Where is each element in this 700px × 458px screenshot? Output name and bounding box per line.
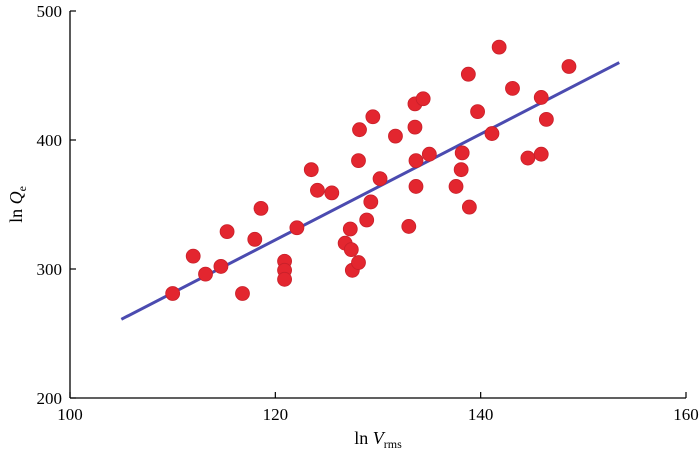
- data-point: [235, 286, 250, 301]
- data-point: [247, 231, 263, 247]
- data-point: [401, 219, 417, 234]
- data-point: [448, 179, 464, 194]
- data-point: [277, 271, 292, 287]
- data-point: [213, 259, 229, 274]
- data-point: [421, 146, 437, 162]
- data-point: [388, 128, 403, 144]
- data-point: [352, 122, 367, 138]
- data-point: [533, 146, 549, 162]
- data-point: [491, 39, 507, 55]
- data-point: [561, 59, 577, 74]
- x-axis-label: ln Vrms: [354, 428, 402, 451]
- data-point: [461, 199, 477, 215]
- x-tick-label: 120: [263, 405, 289, 424]
- data-point: [470, 104, 485, 120]
- y-axis-label: ln Qe: [6, 186, 29, 223]
- data-point: [219, 224, 235, 239]
- data-point: [408, 179, 424, 194]
- data-point: [538, 111, 554, 127]
- data-point: [198, 266, 213, 282]
- data-point: [454, 145, 470, 161]
- data-point: [408, 153, 424, 169]
- data-point: [533, 90, 549, 105]
- data-point: [324, 185, 340, 201]
- data-point: [351, 255, 366, 270]
- data-point: [165, 286, 181, 301]
- data-point: [310, 182, 325, 198]
- data-point: [253, 200, 269, 216]
- data-point: [365, 109, 381, 125]
- data-point: [363, 194, 379, 210]
- data-point: [484, 126, 500, 141]
- data-point: [359, 212, 375, 228]
- x-tick-label: 100: [57, 405, 83, 424]
- y-tick-label: 500: [37, 2, 63, 21]
- x-tick-label: 140: [468, 405, 494, 424]
- data-point: [303, 162, 319, 178]
- data-point: [407, 119, 423, 135]
- data-point: [520, 150, 536, 166]
- y-tick-label: 300: [37, 260, 63, 279]
- data-point: [342, 221, 358, 237]
- axes: [69, 11, 686, 399]
- data-point: [289, 220, 305, 236]
- data-point: [185, 248, 201, 264]
- scatter-points: [165, 39, 577, 301]
- data-point: [505, 81, 520, 96]
- data-point: [351, 153, 366, 169]
- x-ticks: 100 120 140 160: [57, 392, 699, 424]
- data-point: [460, 66, 476, 82]
- data-point: [372, 171, 388, 187]
- y-tick-label: 200: [37, 389, 63, 408]
- x-tick-label: 160: [673, 405, 699, 424]
- y-tick-label: 400: [37, 131, 63, 150]
- data-point: [343, 242, 359, 258]
- data-point: [415, 91, 431, 107]
- y-ticks: 200 300 400 500: [37, 2, 76, 408]
- data-point: [453, 162, 469, 178]
